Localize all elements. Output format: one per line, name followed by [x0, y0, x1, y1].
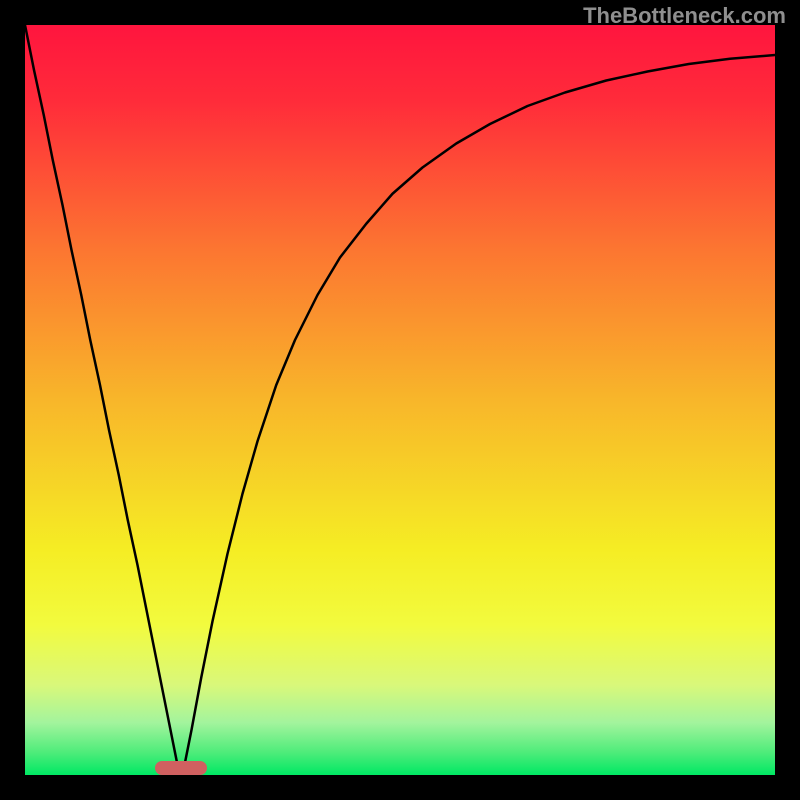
bottleneck-curve — [25, 25, 775, 775]
chart-container: TheBottleneck.com — [0, 0, 800, 800]
minimum-marker — [155, 761, 207, 775]
plot-area — [25, 25, 775, 775]
watermark-text: TheBottleneck.com — [583, 3, 786, 29]
curve-layer — [25, 25, 775, 775]
